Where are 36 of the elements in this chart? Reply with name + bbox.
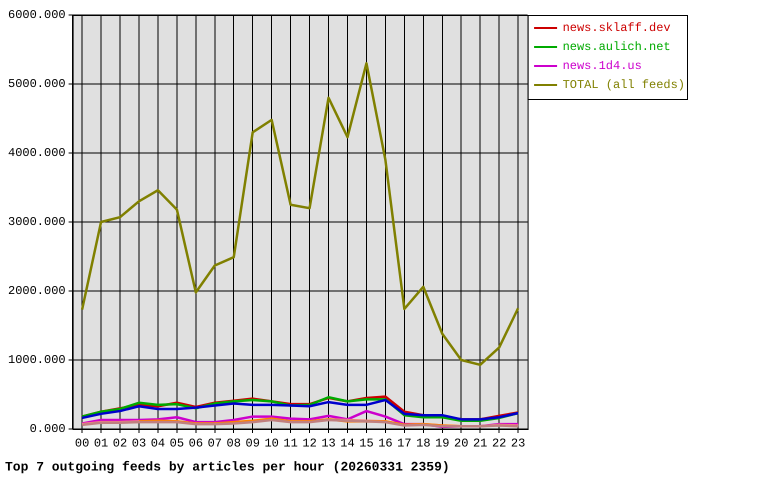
x-tick-label: 06: [188, 436, 204, 450]
y-tick-label: 3000.000: [8, 215, 66, 230]
y-tick-label: 2000.000: [8, 284, 66, 298]
x-tick-label: 12: [302, 436, 317, 450]
x-tick-label: 03: [132, 436, 146, 450]
x-tick-label: 18: [416, 436, 431, 450]
y-tick-label: 0.000: [30, 422, 66, 436]
x-tick-label: 19: [435, 436, 450, 450]
x-tick-label: 23: [510, 436, 526, 450]
y-tick-label: 4000.000: [8, 146, 66, 160]
y-tick-label: 1000.000: [8, 353, 66, 368]
x-tick-label: 21: [472, 436, 488, 450]
x-tick-label: 14: [340, 436, 355, 450]
x-tick-label: 09: [246, 436, 260, 450]
x-tick-label: 22: [492, 436, 506, 450]
y-tick-label: 5000.000: [8, 77, 66, 92]
x-tick-label: 11: [283, 436, 298, 450]
x-tick-label: 05: [170, 436, 184, 450]
legend-label: TOTAL (all feeds): [562, 78, 685, 92]
x-tick-label: 00: [74, 436, 90, 450]
x-tick-label: 07: [208, 436, 222, 450]
x-tick-label: 01: [94, 436, 108, 450]
x-tick-label: 20: [454, 436, 468, 450]
legend-label: news.sklaff.dev: [562, 21, 671, 36]
x-tick-label: 13: [321, 436, 336, 450]
legend-label: news.1d4.us: [562, 59, 642, 74]
x-tick-label: 16: [378, 436, 393, 450]
x-tick-label: 17: [397, 436, 412, 450]
legend-label: news.aulich.net: [562, 40, 671, 54]
x-tick-label: 15: [359, 436, 374, 450]
text: Top 7 outgoing feeds by articles per hour (20260331 2359): [5, 459, 450, 474]
x-tick-label: 10: [264, 436, 279, 450]
x-tick-label: 08: [226, 436, 241, 450]
y-tick-label: 6000.000: [8, 8, 66, 22]
x-tick-label: 04: [150, 436, 166, 450]
x-tick-label: 02: [112, 436, 128, 450]
